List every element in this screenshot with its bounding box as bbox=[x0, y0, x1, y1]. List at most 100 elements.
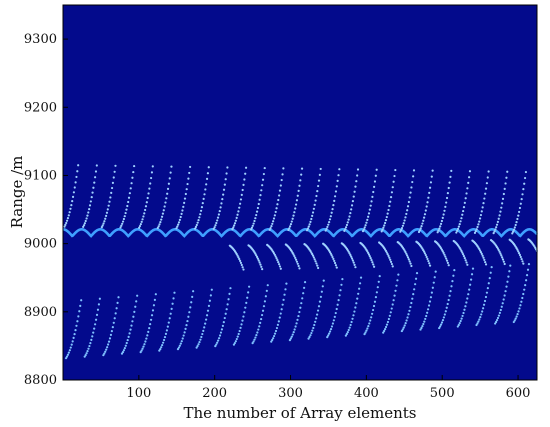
lower-branch-point bbox=[470, 278, 473, 281]
lower-branch-point bbox=[255, 334, 258, 337]
lower-branch-point bbox=[307, 337, 310, 340]
lower-branch-point bbox=[424, 317, 427, 321]
lower-branch bbox=[456, 267, 475, 328]
upper-branch-point bbox=[195, 223, 198, 227]
upper-branch-point bbox=[468, 170, 472, 173]
upper-branch-point bbox=[318, 173, 321, 177]
lower-branch-point bbox=[154, 293, 157, 296]
lower-branch-point bbox=[227, 298, 230, 301]
upper-branch bbox=[324, 168, 341, 232]
lower-branch-point bbox=[67, 351, 70, 354]
descending-branch-point bbox=[354, 266, 357, 269]
lower-branch-point bbox=[80, 299, 83, 302]
upper-branch-point bbox=[387, 208, 390, 212]
lower-branch-point bbox=[215, 343, 218, 346]
upper-branch-point bbox=[520, 198, 523, 201]
upper-branch-point bbox=[335, 185, 338, 188]
upper-branch-point bbox=[461, 213, 464, 216]
lower-branch-point bbox=[74, 329, 77, 332]
upper-branch-point bbox=[385, 215, 388, 219]
lower-branch-point bbox=[261, 309, 265, 312]
upper-branch-point bbox=[194, 227, 197, 230]
upper-branch-point bbox=[183, 197, 187, 200]
upper-branch-point bbox=[84, 219, 87, 223]
lower-branch-point bbox=[224, 312, 227, 315]
lower-branch-point bbox=[316, 313, 319, 316]
descending-branch-point bbox=[236, 254, 239, 257]
upper-branch-point bbox=[367, 215, 370, 218]
lower-branch-point bbox=[328, 330, 332, 333]
upper-branch-point bbox=[259, 194, 262, 197]
lower-branch-point bbox=[254, 336, 257, 339]
lower-branch-point bbox=[73, 333, 76, 336]
descending-branch bbox=[228, 244, 245, 271]
upper-branch-point bbox=[280, 178, 283, 182]
upper-branch-point bbox=[268, 228, 271, 231]
lower-branch-point bbox=[239, 326, 242, 329]
upper-branch-point bbox=[77, 164, 80, 167]
descending-branch-point bbox=[311, 252, 314, 256]
descending-branch-point bbox=[275, 257, 278, 260]
upper-branch-point bbox=[298, 184, 301, 187]
lower-branch-point bbox=[507, 275, 510, 278]
descending-branch-point bbox=[278, 263, 281, 266]
lower-branch bbox=[195, 288, 213, 349]
upper-branch-point bbox=[516, 217, 519, 221]
plot-frame bbox=[62, 4, 538, 381]
upper-branch-point bbox=[355, 180, 358, 183]
descending-branch-point bbox=[242, 268, 245, 271]
upper-branch-point bbox=[188, 171, 191, 175]
upper-branch-point bbox=[313, 203, 316, 206]
lower-branch-point bbox=[279, 312, 282, 315]
upper-branch-point bbox=[281, 173, 284, 176]
descending-branch-point bbox=[390, 262, 393, 266]
upper-branch-point bbox=[330, 211, 333, 214]
lower-branch-point bbox=[517, 310, 520, 313]
descending-branch-point bbox=[388, 256, 391, 259]
descending-branch bbox=[359, 241, 376, 268]
lower-branch-point bbox=[140, 349, 143, 352]
upper-branch-point bbox=[179, 215, 182, 219]
upper-branch-point bbox=[460, 217, 463, 220]
upper-branch-point bbox=[364, 224, 367, 227]
descending-branch-point bbox=[255, 255, 259, 258]
lower-branch-point bbox=[469, 283, 472, 286]
upper-branch-point bbox=[315, 194, 318, 198]
upper-branch-point bbox=[354, 185, 357, 188]
upper-branch-point bbox=[170, 165, 173, 168]
upper-branch-point bbox=[289, 225, 292, 228]
upper-branch-point bbox=[133, 164, 136, 168]
upper-branch-point bbox=[160, 218, 163, 221]
upper-branch-point bbox=[317, 184, 320, 188]
descending-branch-point bbox=[410, 264, 413, 268]
lower-branch-point bbox=[445, 306, 448, 309]
upper-branch-point bbox=[362, 228, 365, 231]
lower-branch-point bbox=[92, 331, 95, 334]
lower-branch-point bbox=[476, 322, 479, 325]
upper-branch-point bbox=[441, 216, 444, 219]
lower-branch-point bbox=[374, 296, 378, 299]
lower-branch-point bbox=[309, 334, 312, 337]
upper-branch-point bbox=[371, 195, 374, 198]
lower-branch-point bbox=[181, 337, 184, 340]
lower-branch-point bbox=[488, 277, 491, 280]
lower-branch-point bbox=[504, 290, 507, 293]
descending-branch-point bbox=[465, 261, 468, 264]
upper-branch-point bbox=[94, 170, 98, 173]
y-tick-label: 8900 bbox=[24, 305, 57, 320]
upper-branch-point bbox=[333, 195, 337, 198]
upper-branch-point bbox=[373, 180, 377, 183]
descending-branch-point bbox=[329, 252, 332, 255]
upper-branch bbox=[305, 167, 322, 232]
lower-branch-point bbox=[149, 318, 153, 321]
upper-branch-point bbox=[206, 172, 210, 175]
upper-branch-point bbox=[309, 220, 312, 223]
upper-branch bbox=[249, 166, 266, 231]
lower-branch-point bbox=[84, 353, 87, 357]
descending-branch-point bbox=[517, 251, 521, 255]
lower-branch-point bbox=[359, 282, 362, 285]
lower-branch-point bbox=[519, 304, 522, 307]
lower-branch-point bbox=[413, 288, 416, 291]
upper-branch-point bbox=[350, 208, 353, 211]
lower-branch-point bbox=[65, 355, 69, 358]
